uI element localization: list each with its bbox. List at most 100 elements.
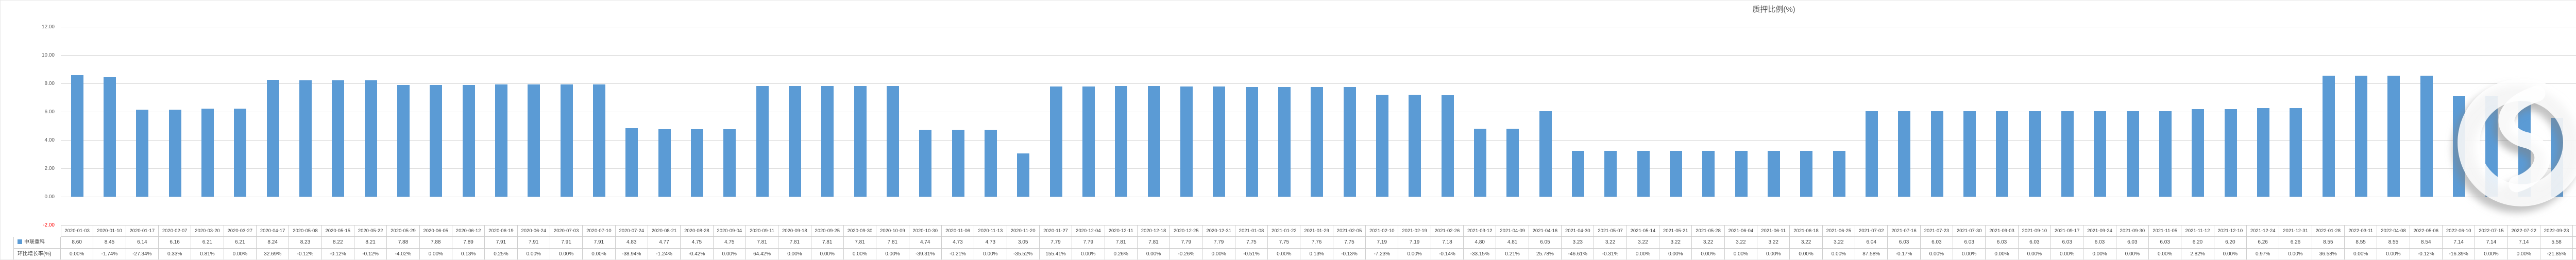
date-cell: 2021-07-30	[1953, 225, 1986, 237]
bar	[593, 84, 605, 197]
date-cell: 2021-05-07	[1594, 225, 1627, 237]
date-cell: 2020-12-25	[1170, 225, 1203, 237]
value-cell: 7.14	[2442, 237, 2476, 249]
bar	[71, 75, 83, 197]
growth-cell: -46.61%	[1562, 249, 1595, 259]
growth-cell: 0.97%	[2247, 249, 2280, 259]
bar	[1735, 151, 1748, 197]
bar	[1409, 95, 1421, 197]
growth-cell: 0.00%	[420, 249, 452, 259]
bar	[2322, 75, 2335, 197]
gridline	[61, 55, 2576, 56]
date-cell: 2020-12-18	[1137, 225, 1171, 237]
bar	[821, 86, 834, 197]
date-cell: 2020-05-15	[321, 225, 354, 237]
value-cell: 7.81	[876, 237, 909, 249]
date-cell: 2020-01-17	[126, 225, 159, 237]
growth-cell: -33.15%	[1464, 249, 1497, 259]
date-cell: 2020-06-05	[419, 225, 452, 237]
date-cell: 2020-08-21	[648, 225, 681, 237]
gridline	[61, 83, 2576, 84]
growth-cell: 0.00%	[1725, 249, 1758, 259]
value-cell: 6.20	[2214, 237, 2247, 249]
value-cell: 7.88	[387, 237, 420, 249]
growth-cell: 0.00%	[2279, 249, 2312, 259]
growth-cell: 0.00%	[2508, 249, 2540, 259]
y-axis-tick-label: 2.00	[44, 165, 55, 171]
date-cell: 2020-12-11	[1105, 225, 1138, 237]
bar	[2453, 95, 2465, 197]
date-cell: 2020-03-20	[191, 225, 224, 237]
growth-cell: 0.00%	[1072, 249, 1105, 259]
growth-cell: 0.00%	[61, 249, 94, 259]
bar	[887, 86, 899, 197]
growth-cell: 155.41%	[1040, 249, 1073, 259]
value-cell: 5.58	[2540, 237, 2573, 249]
value-cell: 7.81	[811, 237, 844, 249]
date-cell: 2020-09-11	[745, 225, 779, 237]
growth-cell: -35.52%	[1007, 249, 1040, 259]
date-cell: 2021-11-05	[2149, 225, 2182, 237]
data-table: 2020-01-03 2020-01-10 2020-01-17 2020-02-07…	[13, 225, 2576, 259]
date-cell: 2020-10-30	[909, 225, 942, 237]
value-cell: 7.14	[2475, 237, 2508, 249]
date-cell: 2020-06-12	[452, 225, 485, 237]
date-cell: 2021-01-22	[1268, 225, 1301, 237]
date-cell: 2020-12-04	[1072, 225, 1105, 237]
date-cell: 2021-04-16	[1529, 225, 1562, 237]
bar	[723, 129, 736, 197]
date-cell: 2020-07-24	[615, 225, 648, 237]
growth-cell: 0.00%	[1757, 249, 1790, 259]
value-cell: 7.81	[843, 237, 877, 249]
date-cell: 2020-09-18	[778, 225, 811, 237]
bar	[625, 128, 638, 197]
date-cell: 2021-07-02	[1855, 225, 1888, 237]
value-cell: 8.21	[354, 237, 387, 249]
value-cell: 3.22	[1790, 237, 1823, 249]
growth-cell: 0.13%	[1300, 249, 1333, 259]
date-cell: 2020-06-19	[485, 225, 518, 237]
bar	[1278, 86, 1291, 197]
bar	[1963, 111, 1976, 197]
growth-cell: 0.00%	[1138, 249, 1171, 259]
date-cell: 2020-09-04	[713, 225, 746, 237]
y-axis-tick-label: 8.00	[44, 80, 55, 86]
date-cell: 2021-05-21	[1659, 225, 1692, 237]
date-cell: 2022-06-10	[2442, 225, 2476, 237]
growth-cell: 0.00%	[550, 249, 583, 259]
bar	[1637, 151, 1650, 197]
bar	[691, 129, 703, 197]
bar	[2159, 111, 2172, 197]
value-cell: 4.81	[1496, 237, 1529, 249]
date-cell: 2022-05-06	[2410, 225, 2443, 237]
value-cell: 3.22	[1757, 237, 1790, 249]
y-axis-tick-label: 4.00	[44, 137, 55, 143]
date-cell: 2021-02-10	[1366, 225, 1399, 237]
date-cell: 2021-02-19	[1398, 225, 1431, 237]
growth-cell: 0.00%	[1202, 249, 1235, 259]
value-cell: 8.54	[2410, 237, 2443, 249]
bar	[560, 84, 573, 197]
bar	[2355, 75, 2367, 197]
value-cell: 7.18	[1431, 237, 1464, 249]
value-cell: 7.75	[1235, 237, 1268, 249]
date-cell: 2021-02-26	[1431, 225, 1464, 237]
bar	[1474, 129, 1486, 197]
date-cell: 2020-04-17	[256, 225, 290, 237]
value-cell: 7.79	[1202, 237, 1235, 249]
value-cell: 3.22	[1626, 237, 1660, 249]
bar	[2192, 109, 2205, 197]
date-cell: 2020-07-03	[550, 225, 583, 237]
date-cell: 2022-07-15	[2475, 225, 2508, 237]
value-cell: 7.81	[1105, 237, 1138, 249]
bar	[2290, 108, 2302, 197]
value-cell: 4.73	[941, 237, 975, 249]
value-cell: 3.22	[1594, 237, 1627, 249]
bar	[136, 110, 149, 197]
date-cell: 2021-09-30	[2116, 225, 2149, 237]
bar	[919, 129, 932, 197]
date-cell: 2020-11-13	[974, 225, 1007, 237]
growth-cell: -0.13%	[1333, 249, 1366, 259]
growth-cell: 0.00%	[1823, 249, 1856, 259]
bar	[2061, 111, 2074, 197]
